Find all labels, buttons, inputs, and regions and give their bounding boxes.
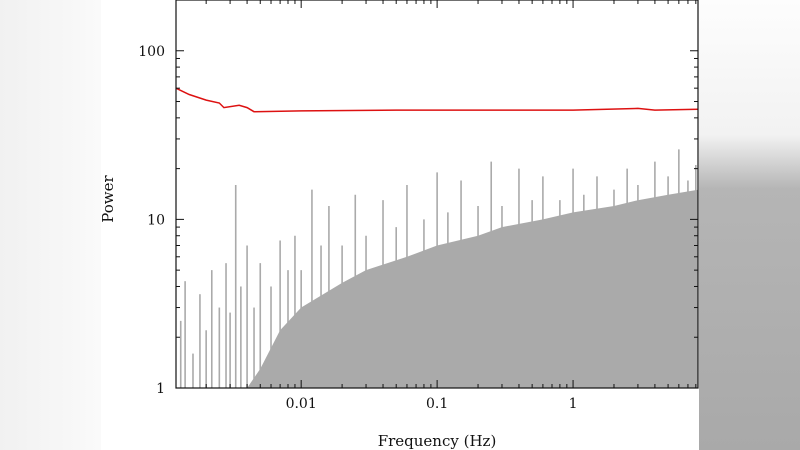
left-blur-background [0, 0, 101, 450]
x-tick-label: 1 [569, 396, 578, 412]
y-tick-label: 100 [138, 44, 165, 60]
x-tick-label: 0.1 [426, 396, 448, 412]
y-tick-label: 1 [156, 381, 165, 397]
y-axis-label: Power [99, 174, 117, 222]
y-tick-label: 10 [147, 212, 165, 228]
x-axis-label: Frequency (Hz) [378, 432, 497, 450]
right-blur-background [699, 0, 800, 450]
red-threshold-line [175, 87, 699, 113]
x-tick-label: 0.01 [286, 396, 317, 412]
